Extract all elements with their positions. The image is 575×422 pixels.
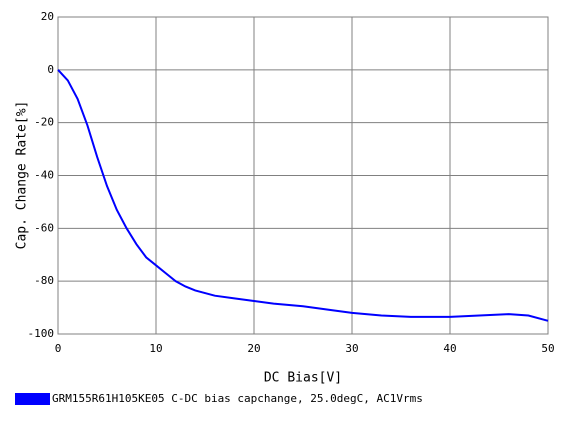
x-tick-label: 10: [149, 342, 162, 355]
x-axis-title: DC Bias[V]: [264, 371, 342, 386]
y-tick-label: 20: [41, 10, 54, 23]
y-axis-title: Cap. Change Rate[%]: [15, 101, 30, 250]
legend-label: GRM155R61H105KE05 C-DC bias capchange, 2…: [52, 392, 423, 405]
y-tick-label: 0: [47, 63, 54, 76]
x-tick-label: 0: [55, 342, 62, 355]
y-tick-label: -40: [34, 169, 54, 182]
data-line: [57, 69, 549, 322]
x-tick-label: 30: [345, 342, 358, 355]
legend-swatch: [15, 393, 50, 405]
x-tick-label: 20: [247, 342, 260, 355]
y-tick-label: -100: [28, 327, 55, 340]
y-tick-label: -20: [34, 116, 54, 129]
x-tick-label: 50: [541, 342, 554, 355]
y-tick-label: -60: [34, 221, 54, 234]
y-tick-label: -80: [34, 274, 54, 287]
x-tick-label: 40: [443, 342, 456, 355]
